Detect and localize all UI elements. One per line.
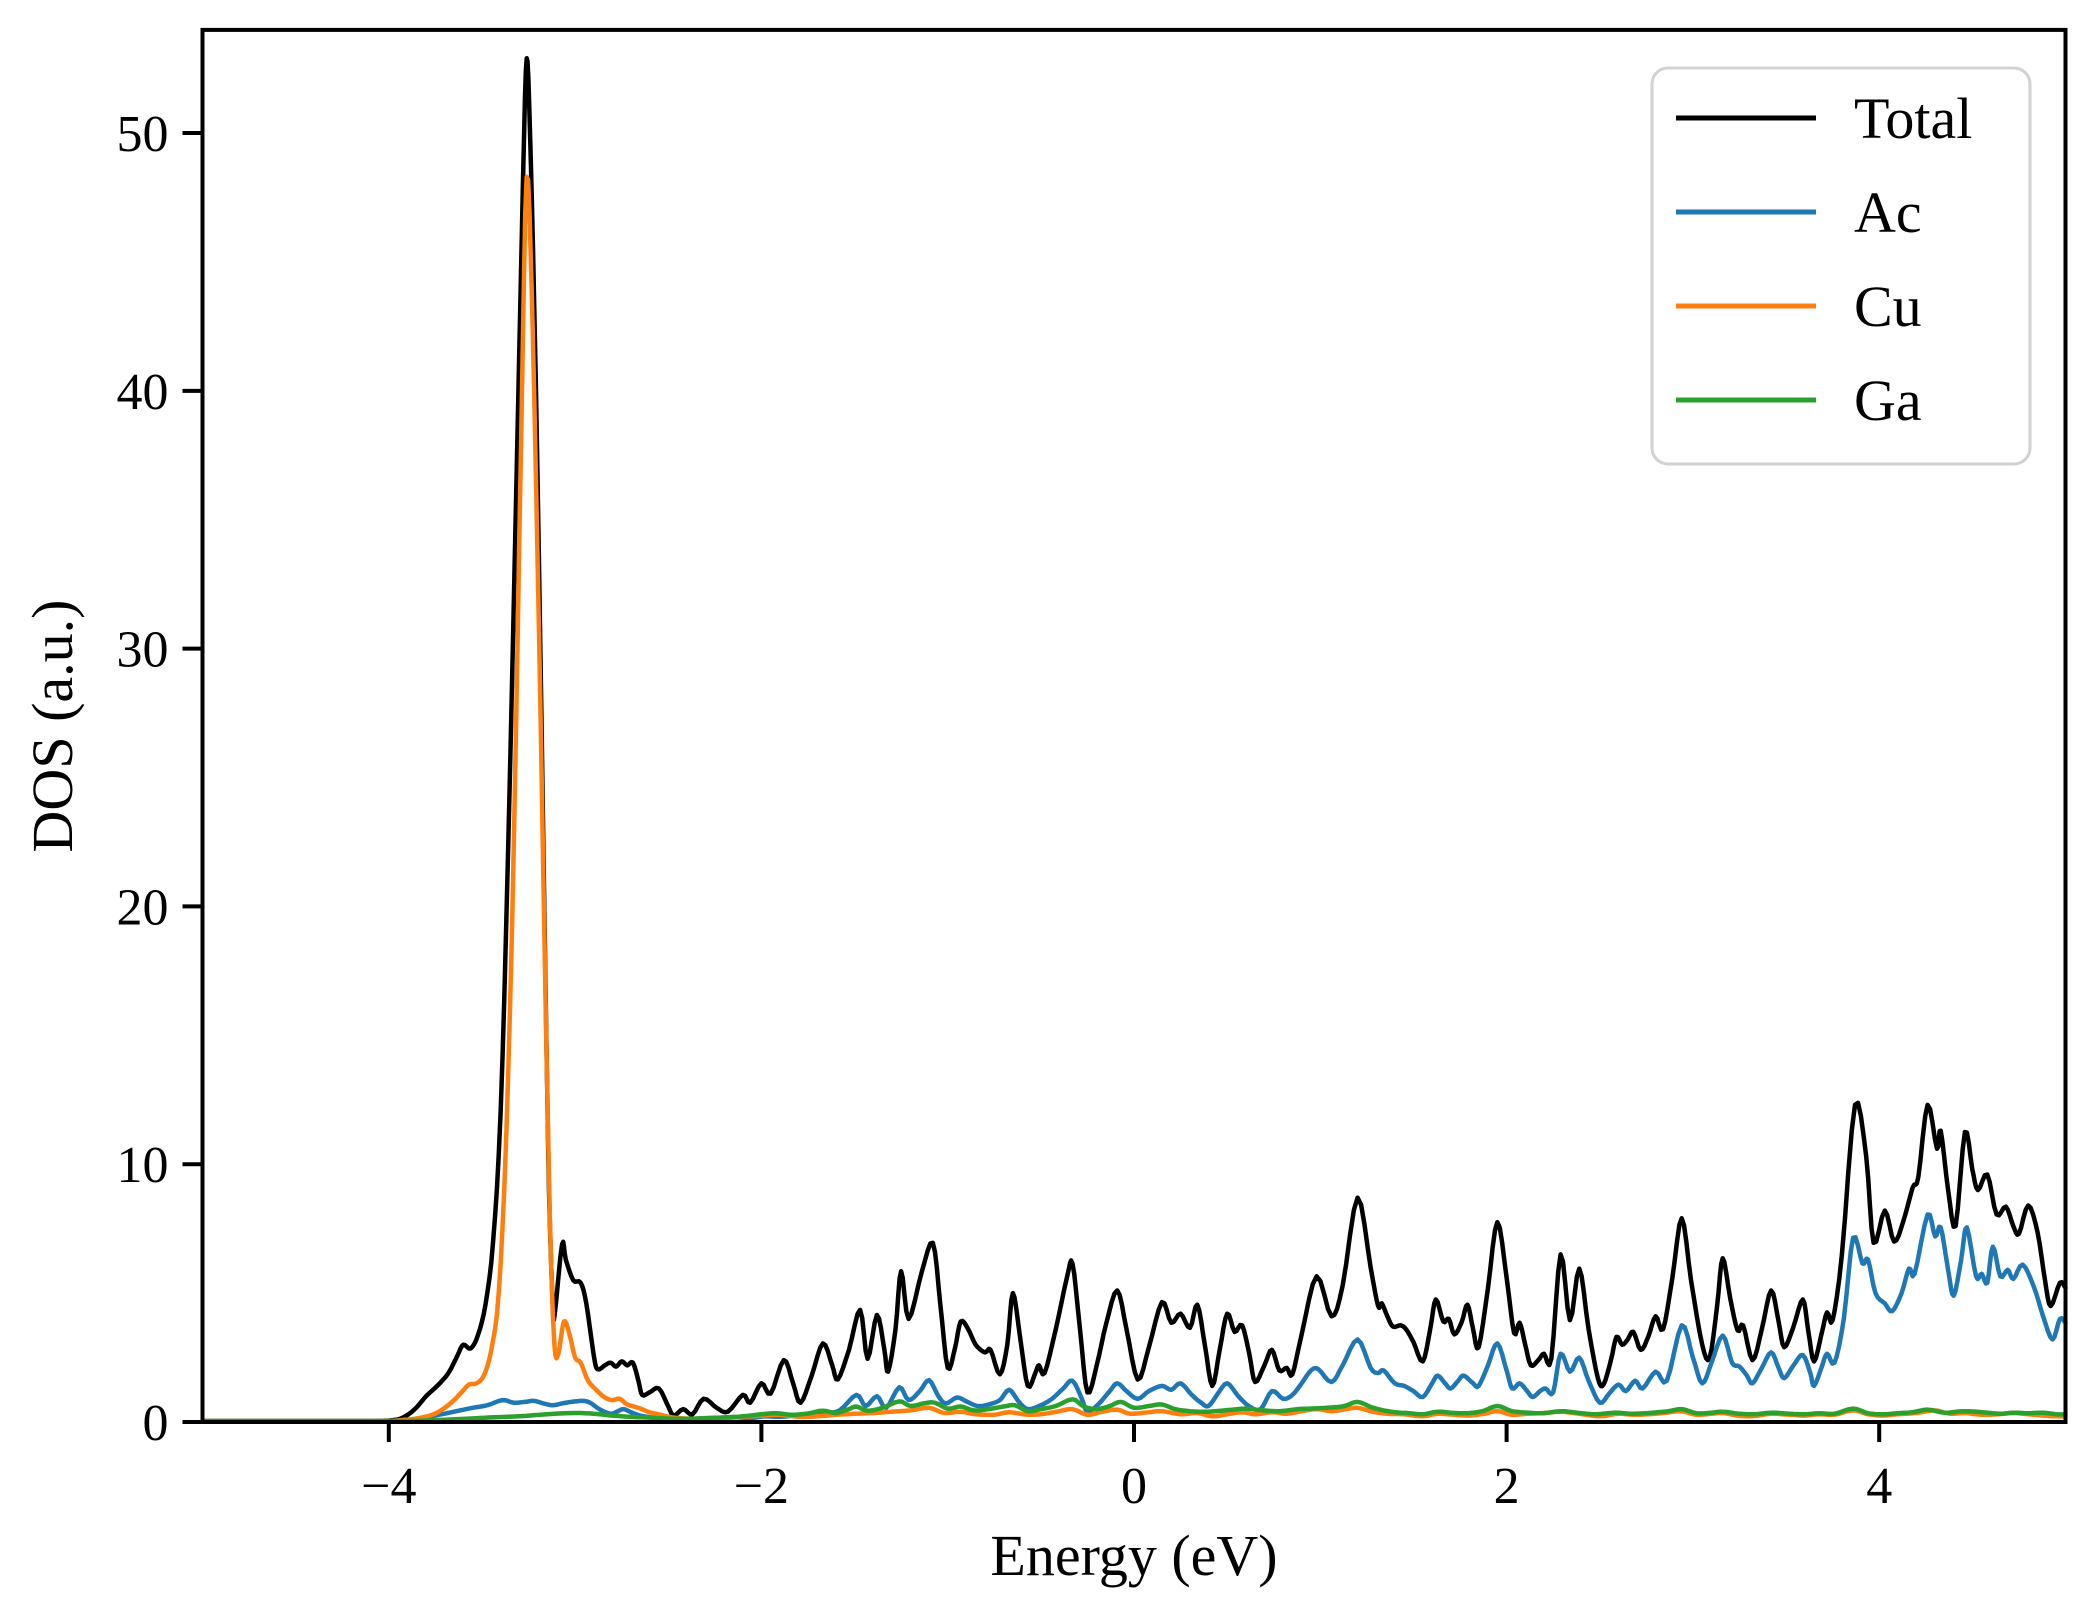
x-tick-label: −4 xyxy=(361,1458,416,1515)
y-tick-label: 20 xyxy=(117,879,169,936)
x-tick-label: 2 xyxy=(1494,1458,1520,1515)
x-axis-label: Energy (eV) xyxy=(990,1523,1277,1588)
x-tick-label: −2 xyxy=(734,1458,789,1515)
x-tick-label: 4 xyxy=(1866,1458,1892,1515)
legend-box: Total Ac Cu Ga xyxy=(1650,66,2032,466)
y-axis-label: DOS (a.u.) xyxy=(20,600,85,853)
x-axis-ticks: −4 −2 0 2 4 xyxy=(361,1422,1892,1515)
series-total-line xyxy=(200,56,2068,1424)
y-tick-label: 40 xyxy=(117,364,169,421)
y-tick-label: 50 xyxy=(117,106,169,163)
legend-label: Total xyxy=(1854,86,1972,151)
x-tick-label: 0 xyxy=(1121,1458,1147,1515)
y-axis-ticks: 0 10 20 30 40 50 xyxy=(117,106,203,1452)
y-tick-label: 10 xyxy=(117,1137,169,1194)
legend-label: Cu xyxy=(1854,274,1922,339)
legend-item-total: Total xyxy=(1676,86,1972,151)
series-ga-line xyxy=(200,1397,2068,1424)
legend-item-ga: Ga xyxy=(1676,368,1922,433)
y-tick-label: 30 xyxy=(117,622,169,679)
series-group xyxy=(200,56,2068,1424)
y-tick-label: 0 xyxy=(143,1395,169,1452)
legend-label: Ac xyxy=(1854,180,1922,245)
legend-item-cu: Cu xyxy=(1676,274,1922,339)
legend-frame xyxy=(1650,66,2032,466)
legend-item-ac: Ac xyxy=(1676,180,1922,245)
legend-label: Ga xyxy=(1854,368,1922,433)
